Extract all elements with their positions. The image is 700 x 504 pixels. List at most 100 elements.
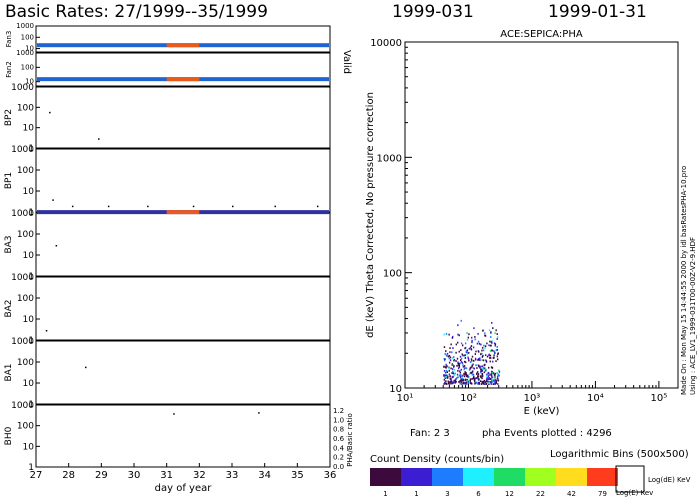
panel-frame-bp2 <box>35 86 331 149</box>
pha-event-dot <box>491 381 493 383</box>
pha-event-dot <box>478 358 480 360</box>
pha-event-dot <box>451 376 454 378</box>
pha-event-dot <box>449 359 452 362</box>
ratio-tick-label: 0.6 <box>333 435 345 443</box>
pha-event-dot <box>484 367 486 370</box>
pha-event-dot <box>491 349 493 352</box>
pha-event-dot <box>481 375 484 378</box>
pha-event-dot <box>451 351 453 354</box>
panel-label-fan3: Fan3 <box>5 31 13 48</box>
pha-event-dot <box>457 361 459 364</box>
pha-event-dot <box>491 376 493 379</box>
pha-event-dot <box>495 382 497 385</box>
pha-event-dot <box>450 378 452 381</box>
pha-event-dot <box>462 374 464 377</box>
pha-event-dot <box>492 378 494 381</box>
pha-event-dot <box>461 377 463 380</box>
pha-event-dot <box>463 368 465 371</box>
pha-event-dot <box>495 381 498 384</box>
pha-event-dot <box>473 327 475 330</box>
y-tick-label: 1000 <box>11 145 34 155</box>
panel-label-bh0: BH0 <box>4 426 14 445</box>
pha-event-dot <box>479 380 482 383</box>
pha-event-dot <box>448 367 450 370</box>
pha-event-dot <box>449 351 451 354</box>
x-tick-label: 29 <box>95 470 108 481</box>
pha-event-dot <box>488 353 490 356</box>
colour-scale-label: 1 <box>414 490 418 498</box>
pha-event-dot <box>471 359 473 362</box>
pha-event-dot <box>496 378 498 381</box>
pha-event-dot <box>448 333 450 336</box>
pha-event-dot <box>497 352 499 355</box>
pha-event-dot <box>471 355 474 358</box>
colour-scale-swatch <box>556 468 587 486</box>
pha-event-dot <box>486 342 488 345</box>
pha-event-dot <box>466 378 468 381</box>
panel-frame-ba3 <box>35 212 331 277</box>
pha-event-dot <box>491 366 493 369</box>
pha-event-dot <box>446 374 448 377</box>
pha-event-dot <box>497 379 500 382</box>
pha-event-dot <box>470 371 472 374</box>
pha-event-dot <box>464 371 466 373</box>
y-tick-label: 10 <box>23 251 35 261</box>
pha-event-dot <box>479 359 481 362</box>
pha-event-dot <box>473 377 475 380</box>
pha-event-dot <box>484 334 487 337</box>
y-tick-label: 100 <box>21 63 34 71</box>
pha-event-dot <box>489 344 492 347</box>
pha-event-dot <box>457 367 460 370</box>
pha-event-dot <box>443 373 445 376</box>
pha-event-dot <box>462 364 464 367</box>
pha-event-dot <box>480 371 482 374</box>
pha-event-dot <box>496 333 498 335</box>
pha-event-dot <box>470 382 472 384</box>
pha-event-dot <box>474 338 476 341</box>
pha-event-dot <box>491 372 494 374</box>
pha-event-dot <box>464 354 466 357</box>
pha-x-tick-label: 10² <box>460 393 477 404</box>
highlight-band <box>166 43 200 48</box>
pha-event-dot <box>483 380 485 383</box>
pha-event-dot <box>490 331 492 334</box>
pha-event-dot <box>472 363 474 366</box>
y-tick-label: 1 <box>28 336 34 346</box>
pha-event-dot <box>475 381 478 384</box>
pha-event-dot <box>484 332 486 335</box>
pha-event-dot <box>466 374 469 377</box>
pha-event-dot <box>473 380 476 383</box>
pha-event-dot <box>484 363 486 366</box>
pha-event-dot <box>464 382 467 385</box>
pha-event-dot <box>450 367 452 370</box>
x-tick-label: 28 <box>62 470 75 481</box>
pha-event-dot <box>498 374 500 377</box>
pha-event-dot <box>494 379 496 382</box>
pha-event-dot <box>481 359 483 361</box>
pha-event-dot <box>471 370 474 373</box>
pha-event-dot <box>464 357 467 359</box>
y-tick-label: 1000 <box>11 273 34 283</box>
pha-event-dot <box>474 357 477 360</box>
pha-event-dot <box>467 376 469 379</box>
pha-event-dot <box>448 357 450 360</box>
pha-event-dot <box>466 332 468 334</box>
pha-event-dot <box>488 329 491 332</box>
pha-event-dot <box>484 354 487 356</box>
pha-event-dot <box>489 340 491 343</box>
pha-event-dot <box>458 350 460 353</box>
pha-event-dot <box>450 382 452 385</box>
pha-event-dot <box>493 376 495 379</box>
pha-event-dot <box>456 364 458 367</box>
pha-event-dot <box>488 383 490 386</box>
pha-event-dot <box>495 360 497 363</box>
pha-event-dot <box>481 372 484 375</box>
pha-event-dot <box>485 374 488 377</box>
pha-event-dot <box>457 324 459 327</box>
pha-event-dot <box>474 336 476 338</box>
y-tick-label: 1 <box>28 400 34 410</box>
pha-event-dot <box>489 357 491 359</box>
pha-event-dot <box>467 357 470 360</box>
